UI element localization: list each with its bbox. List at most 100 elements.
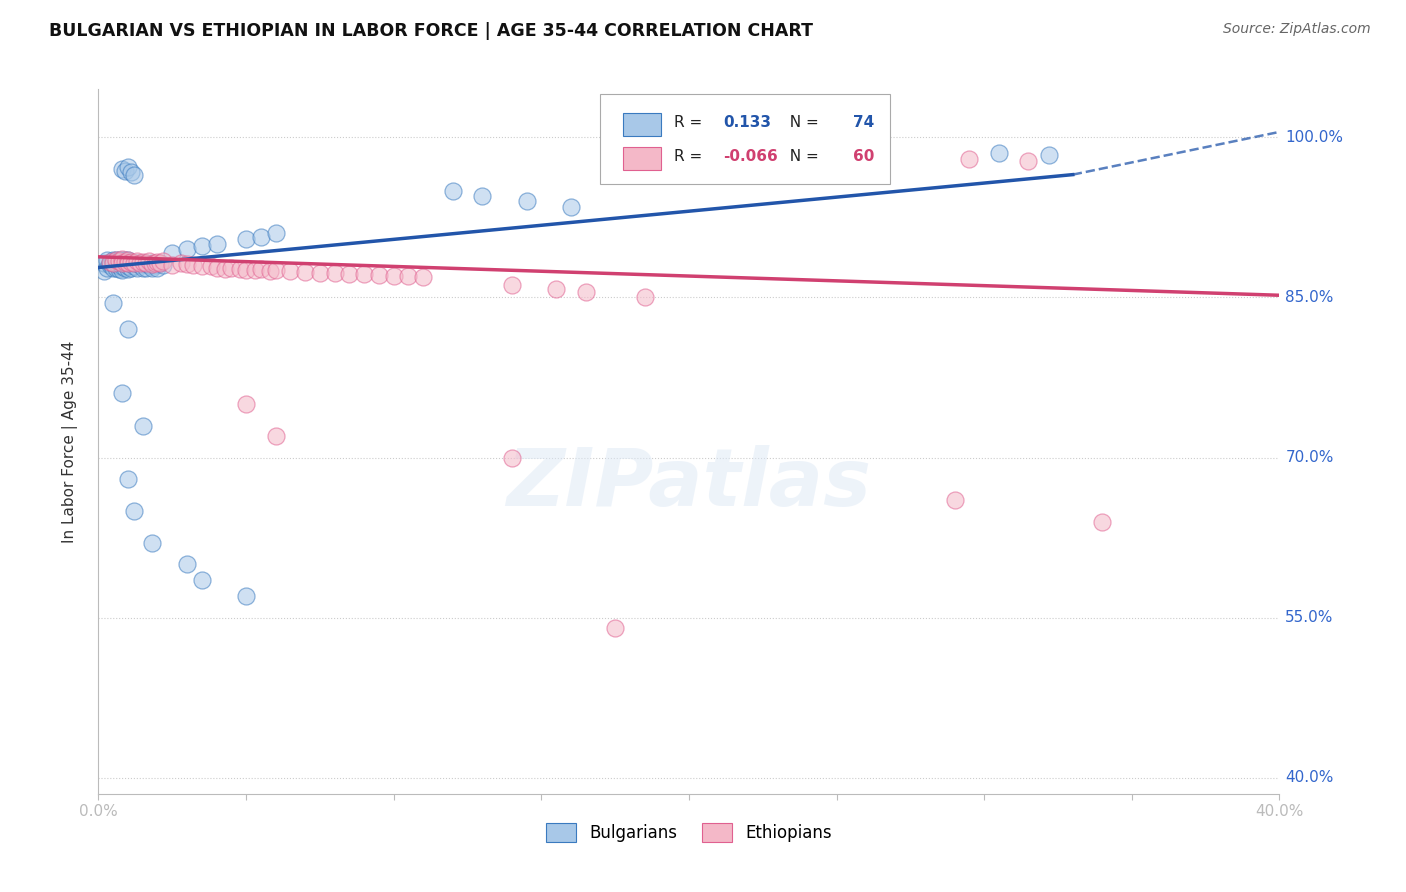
Ethiopians <box>120 255 142 269</box>
Bulgarians <box>176 243 198 257</box>
Ethiopians <box>398 268 420 283</box>
Ethiopians <box>221 260 243 275</box>
Bulgarians <box>988 146 1011 161</box>
Bulgarians <box>128 258 150 272</box>
Bulgarians <box>122 260 145 274</box>
Bulgarians <box>235 232 257 246</box>
Bulgarians <box>98 256 121 270</box>
Text: N =: N = <box>780 115 824 130</box>
Bulgarians <box>114 253 136 268</box>
Bulgarians <box>96 260 118 275</box>
Text: 100.0%: 100.0% <box>1285 129 1343 145</box>
Ethiopians <box>1018 153 1040 168</box>
Bulgarians <box>96 253 118 268</box>
Y-axis label: In Labor Force | Age 35-44: In Labor Force | Age 35-44 <box>62 341 77 542</box>
Ethiopians <box>943 493 966 508</box>
Ethiopians <box>634 290 657 304</box>
Bulgarians <box>122 504 145 518</box>
Bulgarians <box>176 558 198 572</box>
Bulgarians <box>93 263 115 277</box>
FancyBboxPatch shape <box>623 147 661 169</box>
Bulgarians <box>135 260 157 275</box>
Ethiopians <box>114 255 136 269</box>
Bulgarians <box>103 295 125 310</box>
Bulgarians <box>120 256 142 270</box>
Bulgarians <box>117 472 139 486</box>
Bulgarians <box>152 258 174 272</box>
Legend: Bulgarians, Ethiopians: Bulgarians, Ethiopians <box>538 816 839 849</box>
Ethiopians <box>323 266 346 280</box>
Bulgarians <box>108 256 131 270</box>
Bulgarians <box>132 260 155 275</box>
Bulgarians <box>117 261 139 276</box>
Bulgarians <box>105 256 128 270</box>
Ethiopians <box>117 256 139 270</box>
Text: 85.0%: 85.0% <box>1285 290 1334 305</box>
Bulgarians <box>125 260 148 275</box>
Bulgarians <box>143 258 166 272</box>
Text: Source: ZipAtlas.com: Source: ZipAtlas.com <box>1223 22 1371 37</box>
Ethiopians <box>135 256 157 270</box>
Bulgarians <box>117 256 139 270</box>
Ethiopians <box>353 267 375 281</box>
Text: BULGARIAN VS ETHIOPIAN IN LABOR FORCE | AGE 35-44 CORRELATION CHART: BULGARIAN VS ETHIOPIAN IN LABOR FORCE | … <box>49 22 813 40</box>
Bulgarians <box>122 168 145 182</box>
Bulgarians <box>191 239 214 253</box>
Ethiopians <box>259 263 281 277</box>
Ethiopians <box>98 255 121 269</box>
Bulgarians <box>441 184 464 198</box>
Ethiopians <box>959 152 981 166</box>
Ethiopians <box>309 266 332 280</box>
Ethiopians <box>138 254 160 268</box>
Bulgarians <box>205 237 228 252</box>
Bulgarians <box>117 160 139 174</box>
Bulgarians <box>132 256 155 270</box>
Ethiopians <box>382 268 405 283</box>
Ethiopians <box>546 282 568 296</box>
Ethiopians <box>105 253 128 268</box>
Ethiopians <box>605 621 627 635</box>
Ethiopians <box>117 253 139 268</box>
Bulgarians <box>98 258 121 272</box>
Bulgarians <box>132 418 155 433</box>
Bulgarians <box>111 162 134 177</box>
Text: 55.0%: 55.0% <box>1285 610 1334 625</box>
Bulgarians <box>250 229 273 244</box>
Ethiopians <box>162 258 183 272</box>
Ethiopians <box>205 260 228 275</box>
Ethiopians <box>200 260 222 274</box>
Bulgarians <box>264 227 287 241</box>
Bulgarians <box>141 256 163 270</box>
Text: 70.0%: 70.0% <box>1285 450 1334 465</box>
Ethiopians <box>339 267 361 281</box>
Bulgarians <box>191 574 214 588</box>
Ethiopians <box>152 254 174 268</box>
Ethiopians <box>111 256 134 270</box>
Text: -0.066: -0.066 <box>723 149 778 163</box>
Ethiopians <box>122 256 145 270</box>
Bulgarians <box>108 261 131 276</box>
Ethiopians <box>181 258 204 272</box>
Bulgarians <box>471 189 494 203</box>
Bulgarians <box>135 256 157 270</box>
Ethiopians <box>243 262 266 277</box>
Text: 40.0%: 40.0% <box>1285 771 1334 785</box>
Ethiopians <box>141 257 163 271</box>
Bulgarians <box>516 194 538 209</box>
Ethiopians <box>146 255 169 269</box>
Ethiopians <box>111 252 134 266</box>
Bulgarians <box>146 260 169 275</box>
Bulgarians <box>111 262 134 277</box>
Bulgarians <box>117 322 139 336</box>
Text: N =: N = <box>780 149 824 163</box>
FancyBboxPatch shape <box>623 113 661 136</box>
Text: ZIPatlas: ZIPatlas <box>506 445 872 523</box>
Bulgarians <box>111 253 134 268</box>
Ethiopians <box>176 257 198 271</box>
Bulgarians <box>108 260 131 274</box>
Ethiopians <box>108 254 131 268</box>
Ethiopians <box>294 265 316 279</box>
Ethiopians <box>103 256 125 270</box>
Text: R =: R = <box>673 149 707 163</box>
Ethiopians <box>575 285 598 299</box>
